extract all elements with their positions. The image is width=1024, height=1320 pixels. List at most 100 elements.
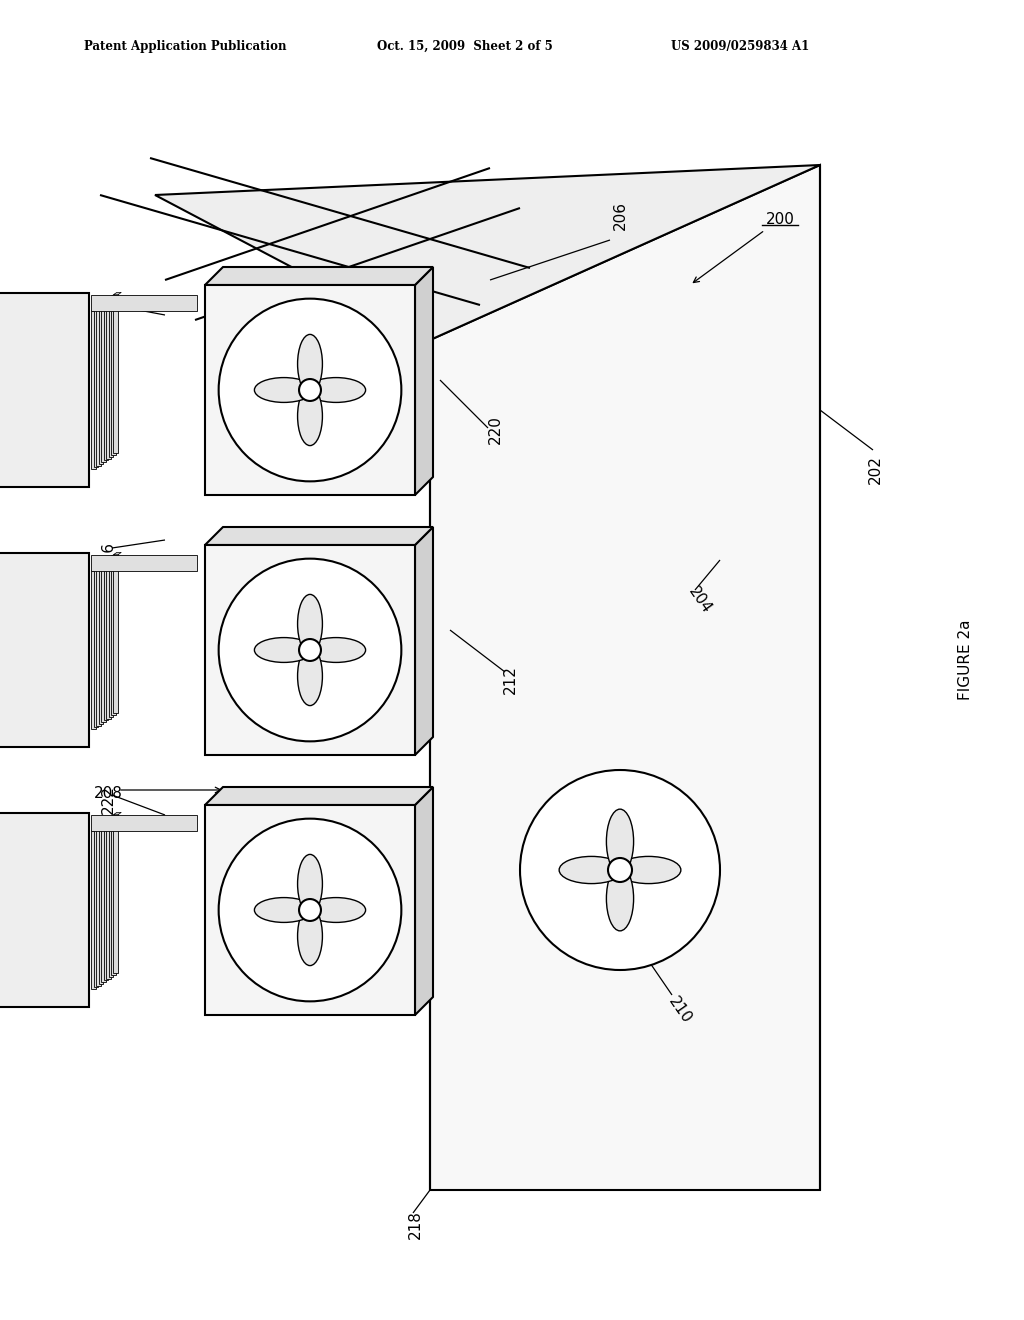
- Ellipse shape: [606, 866, 634, 931]
- Circle shape: [520, 770, 720, 970]
- Polygon shape: [109, 818, 113, 977]
- Polygon shape: [96, 308, 101, 466]
- Text: 208: 208: [93, 785, 123, 800]
- Polygon shape: [91, 570, 96, 729]
- Polygon shape: [91, 829, 99, 830]
- Polygon shape: [106, 300, 111, 458]
- Polygon shape: [99, 304, 106, 305]
- Ellipse shape: [298, 854, 323, 913]
- Circle shape: [219, 818, 401, 1002]
- Polygon shape: [99, 565, 103, 723]
- Polygon shape: [114, 293, 121, 294]
- Polygon shape: [99, 825, 103, 983]
- Polygon shape: [91, 814, 197, 830]
- Polygon shape: [91, 310, 96, 469]
- Text: 204: 204: [686, 583, 715, 616]
- Polygon shape: [415, 787, 433, 1015]
- Text: 214: 214: [392, 615, 408, 644]
- Ellipse shape: [298, 647, 323, 706]
- Polygon shape: [0, 553, 89, 747]
- Polygon shape: [415, 527, 433, 755]
- Polygon shape: [91, 554, 197, 570]
- Polygon shape: [111, 557, 116, 715]
- Polygon shape: [96, 828, 101, 986]
- Polygon shape: [430, 165, 820, 1191]
- Polygon shape: [99, 305, 103, 463]
- Circle shape: [299, 899, 321, 921]
- Text: 218: 218: [408, 1210, 423, 1239]
- Polygon shape: [101, 304, 105, 462]
- Polygon shape: [114, 552, 121, 554]
- Polygon shape: [0, 813, 89, 1007]
- Polygon shape: [96, 305, 104, 308]
- Ellipse shape: [306, 638, 366, 663]
- Polygon shape: [205, 787, 433, 805]
- Polygon shape: [103, 300, 112, 302]
- Polygon shape: [155, 165, 820, 341]
- Polygon shape: [101, 564, 105, 722]
- Polygon shape: [111, 297, 116, 455]
- Polygon shape: [91, 294, 197, 310]
- Polygon shape: [94, 829, 98, 987]
- Circle shape: [299, 639, 321, 661]
- Text: 206: 206: [612, 201, 628, 230]
- Polygon shape: [94, 309, 98, 467]
- Polygon shape: [111, 554, 119, 557]
- Text: Patent Application Publication: Patent Application Publication: [84, 40, 287, 53]
- Text: Oct. 15, 2009  Sheet 2 of 5: Oct. 15, 2009 Sheet 2 of 5: [377, 40, 553, 53]
- Polygon shape: [114, 812, 121, 814]
- Polygon shape: [101, 561, 110, 564]
- Text: 216: 216: [100, 540, 116, 569]
- Polygon shape: [205, 267, 433, 285]
- Ellipse shape: [298, 594, 323, 653]
- Text: 200: 200: [766, 213, 795, 227]
- Ellipse shape: [254, 638, 313, 663]
- Text: 212: 212: [503, 665, 517, 694]
- Polygon shape: [109, 556, 117, 558]
- Polygon shape: [111, 817, 116, 975]
- Polygon shape: [114, 814, 118, 973]
- Polygon shape: [109, 296, 117, 298]
- Text: 224: 224: [100, 296, 116, 325]
- Polygon shape: [94, 566, 101, 569]
- Circle shape: [608, 858, 632, 882]
- Polygon shape: [111, 294, 119, 297]
- Polygon shape: [99, 824, 106, 825]
- Polygon shape: [91, 830, 96, 989]
- Polygon shape: [103, 302, 109, 461]
- Polygon shape: [114, 554, 118, 713]
- Polygon shape: [106, 298, 114, 300]
- Polygon shape: [94, 569, 98, 727]
- Polygon shape: [106, 558, 114, 560]
- Ellipse shape: [298, 334, 323, 393]
- Ellipse shape: [306, 378, 366, 403]
- Circle shape: [299, 379, 321, 401]
- Polygon shape: [91, 309, 99, 310]
- Polygon shape: [101, 824, 105, 982]
- Circle shape: [219, 298, 401, 482]
- Polygon shape: [103, 562, 109, 721]
- Polygon shape: [106, 817, 114, 820]
- Text: US 2009/0259834 A1: US 2009/0259834 A1: [671, 40, 809, 53]
- Polygon shape: [205, 285, 415, 495]
- Polygon shape: [94, 306, 101, 309]
- Circle shape: [219, 558, 401, 742]
- Polygon shape: [103, 822, 109, 981]
- Polygon shape: [96, 565, 104, 568]
- Text: 222: 222: [100, 785, 116, 814]
- Polygon shape: [96, 568, 101, 726]
- Polygon shape: [103, 560, 112, 562]
- Text: 202: 202: [867, 455, 883, 484]
- Ellipse shape: [254, 898, 313, 923]
- Polygon shape: [101, 821, 110, 824]
- Polygon shape: [106, 820, 111, 978]
- Polygon shape: [415, 267, 433, 495]
- Polygon shape: [205, 545, 415, 755]
- Text: FIGURE 2a: FIGURE 2a: [957, 620, 973, 700]
- Polygon shape: [94, 826, 101, 829]
- Polygon shape: [106, 560, 111, 718]
- Ellipse shape: [616, 857, 681, 883]
- Polygon shape: [114, 294, 118, 453]
- Polygon shape: [96, 825, 104, 828]
- Ellipse shape: [559, 857, 624, 883]
